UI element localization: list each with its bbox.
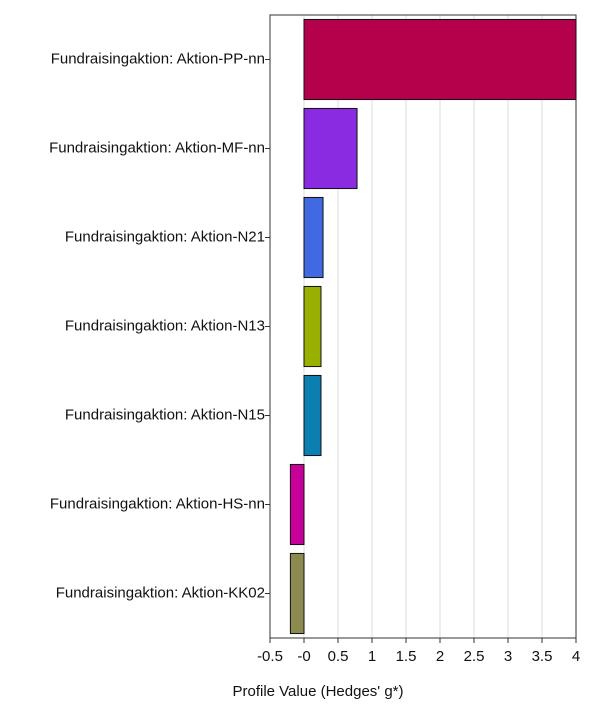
x-tick-label: 3 [504, 648, 512, 665]
y-tick-label: Fundraisingaktion: Aktion-HS-nn [50, 495, 265, 512]
bar [303, 107, 358, 190]
x-tick-label: -0.5 [257, 648, 283, 665]
bar [289, 552, 305, 635]
y-tick-label: Fundraisingaktion: Aktion-PP-nn [51, 50, 265, 67]
x-tick-label: 2 [436, 648, 444, 665]
x-tick-label: 2.5 [464, 648, 485, 665]
y-tick-label: Fundraisingaktion: Aktion-MF-nn [49, 139, 265, 156]
y-tick-label: Fundraisingaktion: Aktion-N15 [65, 406, 265, 423]
y-tick-label: Fundraisingaktion: Aktion-N21 [65, 228, 265, 245]
x-tick-label: 3.5 [532, 648, 553, 665]
x-tick-label: 0.5 [328, 648, 349, 665]
bar [303, 18, 577, 101]
y-tick-label: Fundraisingaktion: Aktion-KK02 [56, 584, 265, 601]
bar [303, 196, 324, 279]
bar [303, 285, 322, 368]
x-tick-label: 4 [572, 648, 580, 665]
bar [303, 374, 322, 457]
x-axis-label: Profile Value (Hedges' g*) [232, 683, 403, 700]
bar [289, 463, 305, 546]
x-tick-label: 1.5 [396, 648, 417, 665]
x-tick-label: -0 [297, 648, 310, 665]
y-tick-label: Fundraisingaktion: Aktion-N13 [65, 317, 265, 334]
x-tick-label: 1 [368, 648, 376, 665]
